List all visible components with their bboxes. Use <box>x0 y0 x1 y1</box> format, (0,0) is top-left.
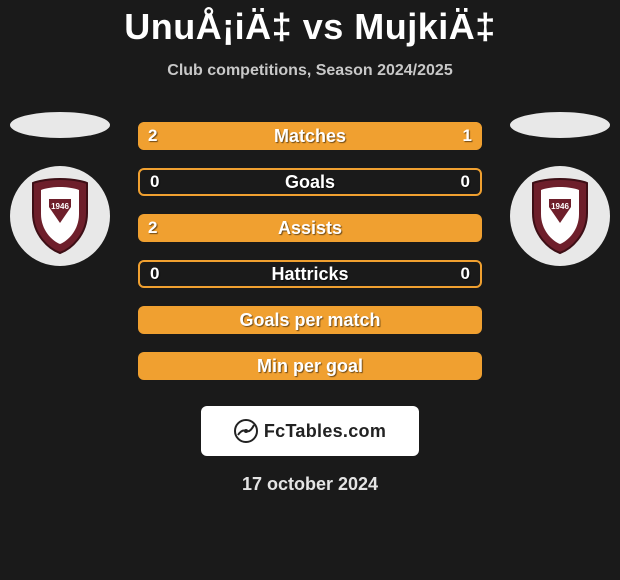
svg-text:1946: 1946 <box>551 202 569 211</box>
away-club-crest-icon: 1946 <box>529 177 591 255</box>
stat-label: Goals per match <box>239 310 380 331</box>
stat-label: Matches <box>274 126 346 147</box>
stat-row-gpm: Goals per match <box>138 306 482 334</box>
stat-left-value: 2 <box>148 218 157 238</box>
stat-left-value: 2 <box>148 126 157 146</box>
stat-label: Goals <box>285 172 335 193</box>
home-name-ellipse <box>10 112 110 138</box>
svg-text:1946: 1946 <box>51 202 69 211</box>
stat-row-goals: 0 Goals 0 <box>138 168 482 196</box>
subtitle: Club competitions, Season 2024/2025 <box>0 62 620 80</box>
away-club-block: 1946 <box>510 112 610 266</box>
branding-box: FcTables.com <box>201 406 419 456</box>
home-club-block: 1946 <box>10 112 110 266</box>
home-club-crest-icon: 1946 <box>29 177 91 255</box>
away-crest-wrap: 1946 <box>510 166 610 266</box>
home-crest-wrap: 1946 <box>10 166 110 266</box>
stat-row-hattricks: 0 Hattricks 0 <box>138 260 482 288</box>
stat-row-matches: 2 Matches 1 <box>138 122 482 150</box>
date-label: 17 october 2024 <box>0 474 620 495</box>
stat-label: Min per goal <box>257 356 363 377</box>
stat-label: Assists <box>278 218 342 239</box>
away-name-ellipse <box>510 112 610 138</box>
stat-label: Hattricks <box>271 264 348 285</box>
stat-right-value: 0 <box>461 172 470 192</box>
stat-left-value: 0 <box>150 172 159 192</box>
branding-text: FcTables.com <box>264 421 386 442</box>
stat-row-mpg: Min per goal <box>138 352 482 380</box>
page-title: UnuÅ¡iÄ‡ vs MujkiÄ‡ <box>0 0 620 48</box>
stat-left-value: 0 <box>150 264 159 284</box>
fctables-mark-icon <box>234 419 258 443</box>
stat-right-value: 0 <box>461 264 470 284</box>
stat-row-assists: 2 Assists <box>138 214 482 242</box>
stat-right-value: 1 <box>463 126 472 146</box>
